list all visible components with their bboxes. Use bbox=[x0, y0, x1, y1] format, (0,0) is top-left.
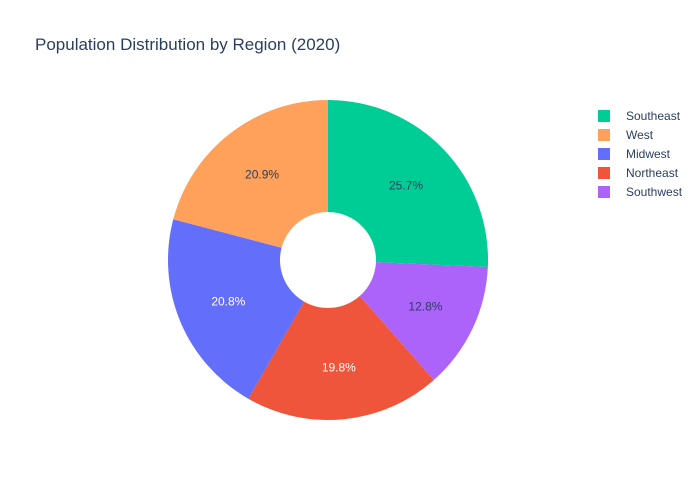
pie-slice-northeast[interactable] bbox=[248, 296, 434, 420]
pie-slice-southwest[interactable] bbox=[359, 262, 488, 381]
pie-slice-west[interactable] bbox=[173, 100, 328, 248]
legend-swatch bbox=[598, 166, 610, 179]
legend-swatch bbox=[598, 128, 610, 141]
legend-item-southeast[interactable]: Southeast bbox=[598, 106, 682, 125]
legend-swatch bbox=[598, 185, 610, 198]
pie-slice-label-midwest: 20.8% bbox=[211, 295, 245, 309]
legend-item-northeast[interactable]: Northeast bbox=[598, 163, 682, 182]
legend-label: Southwest bbox=[626, 184, 683, 199]
pie-slice-labels: 25.7% 12.8% 19.8% 20.8% 20.9% bbox=[211, 167, 442, 374]
pie-slice-label-northeast: 19.8% bbox=[322, 360, 356, 374]
pie-slice-label-southwest: 12.8% bbox=[408, 300, 442, 314]
pie-slices bbox=[167, 100, 489, 420]
chart-title: Population Distribution by Region (2020) bbox=[35, 35, 341, 54]
legend-label: Southeast bbox=[626, 108, 681, 123]
legend-label: West bbox=[626, 127, 654, 142]
legend-item-midwest[interactable]: Midwest bbox=[598, 144, 682, 163]
legend: Southeast West Midwest Northeast Southwest bbox=[598, 106, 682, 201]
legend-item-southwest[interactable]: Southwest bbox=[598, 182, 682, 201]
legend-swatch bbox=[598, 109, 610, 122]
legend-swatch bbox=[598, 147, 610, 160]
legend-label: Northeast bbox=[626, 165, 679, 180]
pie-slice-label-west: 20.9% bbox=[245, 167, 279, 181]
legend-label: Midwest bbox=[626, 146, 671, 161]
pie-slice-label-southeast: 25.7% bbox=[389, 178, 423, 192]
pie-slice-southeast[interactable] bbox=[328, 100, 489, 268]
legend-item-west[interactable]: West bbox=[598, 125, 682, 144]
pie-slice-midwest[interactable] bbox=[167, 219, 305, 399]
